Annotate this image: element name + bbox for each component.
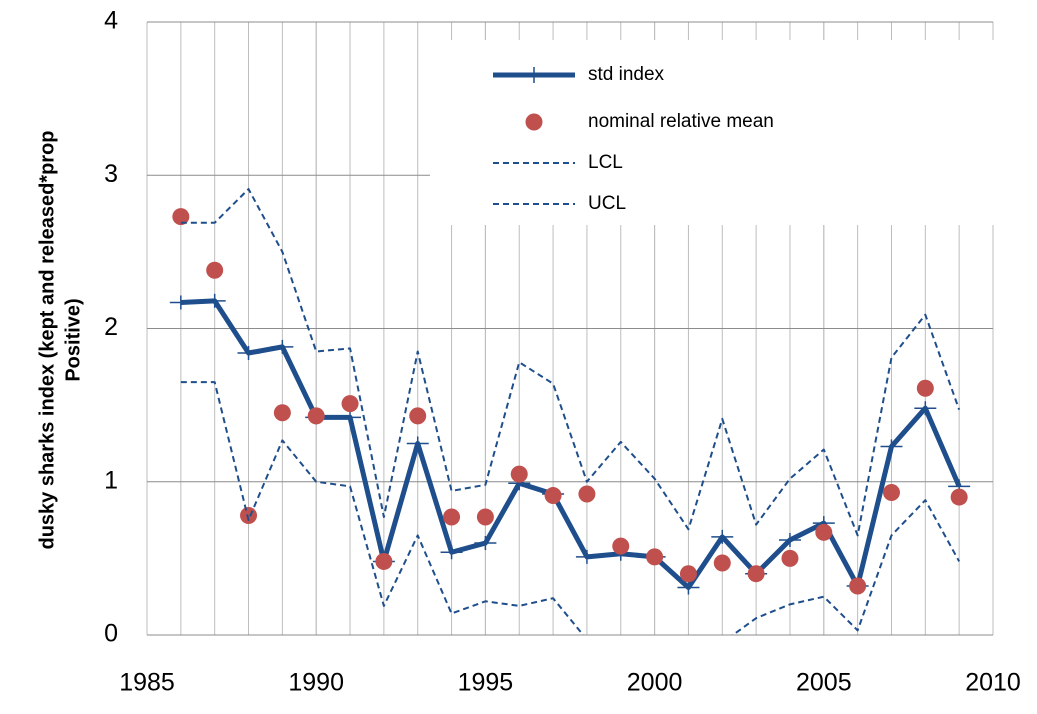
data-point — [443, 508, 461, 526]
y-tick-label: 1 — [104, 466, 118, 494]
y-tick-label: 0 — [104, 620, 118, 648]
data-point — [916, 379, 934, 397]
x-tick-label: 1985 — [119, 669, 175, 697]
data-point — [544, 487, 562, 505]
data-point — [440, 545, 463, 560]
data-point — [237, 346, 260, 361]
x-tick-label: 2005 — [796, 669, 852, 697]
data-point — [271, 339, 294, 354]
data-point — [711, 529, 734, 544]
data-point — [240, 506, 258, 524]
data-point — [950, 488, 968, 506]
data-point — [406, 436, 429, 451]
data-point — [747, 565, 765, 583]
data-point — [474, 536, 497, 551]
data-point — [273, 404, 291, 422]
x-tick-label: 2010 — [965, 669, 1021, 697]
data-point — [914, 401, 937, 416]
data-point — [169, 295, 192, 310]
x-tick-label: 2000 — [627, 669, 683, 697]
y-axis-label: dusky sharks index (kept and released*pr… — [36, 130, 58, 549]
data-point — [679, 565, 697, 583]
data-point — [510, 465, 528, 483]
legend-marker — [525, 113, 543, 131]
y-tick-label: 2 — [104, 313, 118, 341]
series-line — [180, 381, 961, 635]
data-point — [882, 483, 900, 501]
data-point — [713, 554, 731, 572]
legend-label: nominal relative mean — [588, 111, 774, 132]
legend-marker — [523, 67, 545, 83]
series-line — [180, 188, 961, 537]
legend-label: LCL — [588, 152, 623, 173]
y-tick-label: 3 — [104, 160, 118, 188]
data-point — [476, 508, 494, 526]
data-point — [612, 537, 630, 555]
data-point — [307, 407, 325, 425]
data-point — [578, 485, 596, 503]
data-point — [815, 523, 833, 541]
legend-label: UCL — [588, 193, 626, 214]
y-axis-label: Positive) — [62, 298, 84, 381]
data-point — [781, 549, 799, 567]
data-point — [849, 577, 867, 595]
legend: std index nominal relative mean LCL UCL — [493, 64, 774, 214]
data-point — [778, 532, 801, 547]
data-point — [206, 261, 224, 279]
x-tick-label: 1990 — [288, 669, 344, 697]
legend-box — [430, 40, 998, 225]
x-tick-label: 1995 — [458, 669, 514, 697]
data-point — [646, 548, 664, 566]
data-point — [409, 407, 427, 425]
data-point — [375, 552, 393, 570]
plot-area — [169, 188, 971, 635]
data-point — [203, 293, 226, 308]
data-point — [880, 439, 903, 454]
data-point — [339, 410, 362, 425]
data-point — [677, 580, 700, 595]
data-point — [341, 395, 359, 413]
y-tick-label: 4 — [104, 7, 118, 35]
data-point — [575, 549, 598, 564]
legend-label: std index — [588, 64, 665, 85]
series-line — [180, 298, 962, 590]
data-point — [172, 208, 190, 226]
